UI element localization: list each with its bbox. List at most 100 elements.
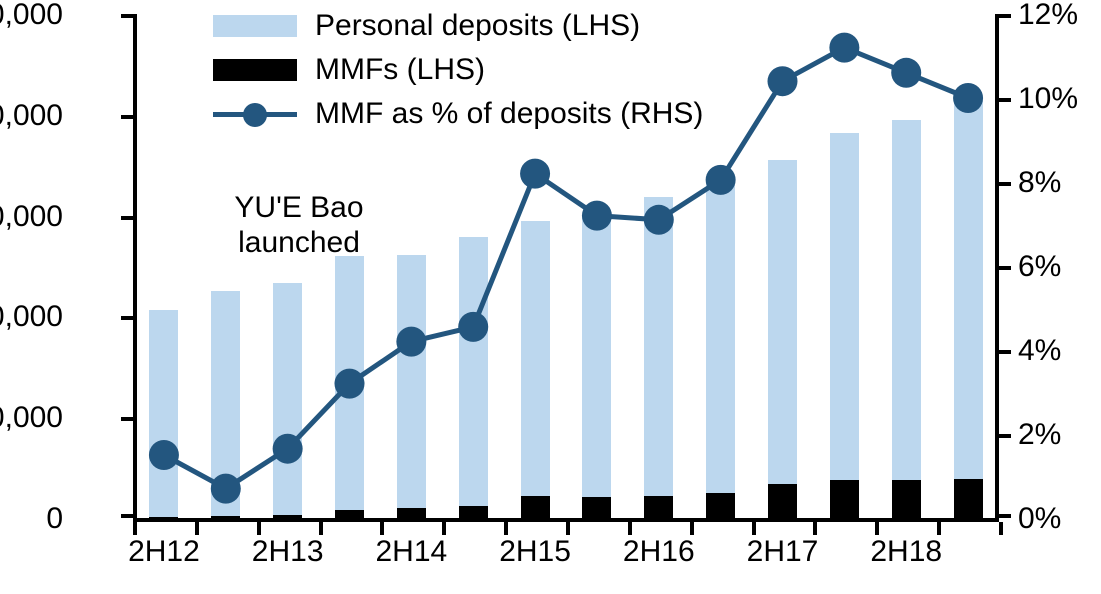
y-axis-left-tick-label: 0: [46, 502, 63, 535]
bar-group: [520, 14, 550, 518]
bar-mmfs: [334, 510, 365, 518]
x-axis-tick: [442, 522, 447, 535]
x-axis-tick-label: 2H18: [870, 535, 943, 568]
x-axis-tick: [813, 522, 818, 535]
bar-group: [829, 14, 859, 518]
bar-group: [706, 14, 736, 518]
bar-personal-deposits: [767, 160, 798, 518]
bar-personal-deposits: [582, 215, 612, 518]
y-axis-right-tick-label: 12%: [1018, 0, 1079, 31]
line-marker-point: [210, 473, 241, 504]
x-axis-tick: [566, 522, 570, 535]
x-axis-tick: [133, 522, 137, 535]
bar-mmfs: [273, 514, 303, 518]
line-marker-point: [458, 311, 489, 342]
y-axis-left-tick-label: 80,000: [0, 99, 63, 132]
y-axis-left-tick: [121, 14, 133, 18]
line-marker-point: [891, 57, 922, 88]
x-axis-tick: [689, 522, 694, 535]
legend-label: Personal deposits (LHS): [315, 9, 641, 42]
y-axis-right-tick: [999, 98, 1011, 102]
bar-mmfs: [644, 496, 674, 518]
line-marker-point: [767, 66, 798, 97]
bar-mmfs: [891, 479, 921, 518]
line-marker-point: [705, 164, 736, 195]
y-axis-right-spine: [995, 14, 999, 518]
x-axis-tick: [318, 522, 323, 535]
bar-personal-deposits: [891, 119, 921, 518]
x-axis-tick: [256, 522, 261, 535]
plot-area: [121, 14, 1011, 535]
y-axis-left-tick-label: 100,000: [0, 0, 63, 31]
x-axis-tick: [380, 522, 385, 535]
x-axis-tick: [751, 522, 756, 535]
bar-personal-deposits: [644, 197, 674, 518]
y-axis-left-tick-label: 40,000: [0, 300, 63, 333]
y-axis-right-tick-label: 0%: [1018, 502, 1062, 535]
bar-personal-deposits: [458, 237, 488, 518]
line-marker-point: [272, 433, 303, 464]
y-axis-right-tick-label: 8%: [1018, 166, 1062, 199]
bar-mmfs: [520, 495, 550, 518]
line-marker-point: [829, 32, 860, 63]
x-axis-tick: [999, 522, 1003, 535]
bar-group: [767, 14, 798, 518]
y-axis-left-tick: [121, 115, 133, 119]
legend-swatch-icon-mmfs: [213, 59, 297, 81]
bar-group: [458, 14, 488, 518]
bar-mmfs: [953, 479, 983, 518]
y-axis-right-tick: [999, 266, 1011, 270]
line-series-mmf-pct: [148, 32, 984, 504]
y-axis-right-tick: [999, 14, 1011, 18]
bar-group: [644, 14, 674, 518]
bar-personal-deposits: [706, 182, 736, 518]
y-axis-left-tick-label: 60,000: [0, 200, 63, 233]
bar-personal-deposits: [520, 220, 550, 518]
bar-group: [891, 14, 921, 518]
bar-group: [953, 14, 983, 518]
x-axis-tick-label: 2H14: [375, 535, 448, 568]
bar-group: [149, 14, 179, 518]
bar-group: [582, 14, 612, 518]
legend-line-marker-icon: [213, 103, 297, 127]
legend-item-mmfs[interactable]: MMFs (LHS): [213, 48, 703, 92]
bar-mmfs: [211, 515, 241, 518]
bar-group: [396, 14, 426, 518]
bar-personal-deposits: [396, 254, 426, 518]
x-axis-tick-label: 2H16: [622, 535, 695, 568]
x-axis-spine: [133, 518, 999, 522]
x-axis-tick-label: 2H12: [128, 535, 200, 568]
line-marker-point: [148, 440, 179, 470]
line-marker-point: [643, 204, 674, 235]
y-axis-left-tick: [121, 417, 133, 421]
y-axis-left-tick-label: 20,000: [0, 401, 63, 434]
bar-mmfs: [396, 507, 426, 518]
bar-group: [273, 14, 303, 518]
legend-item-mmf-pct-of-deposits[interactable]: MMF as % of deposits (RHS): [213, 92, 703, 136]
y-axis-right-tick: [999, 514, 1011, 518]
y-axis-right-tick-label: 6%: [1018, 250, 1062, 283]
bar-mmfs: [706, 492, 736, 518]
x-axis-tick: [194, 522, 199, 535]
chart-legend: Personal deposits (LHS) MMFs (LHS) MMF a…: [213, 4, 703, 136]
x-axis-tick: [627, 522, 632, 535]
legend-item-personal-deposits[interactable]: Personal deposits (LHS): [213, 4, 703, 48]
y-axis-left-tick: [121, 216, 133, 220]
legend-swatch-icon-deposits: [213, 15, 297, 37]
line-marker-point: [334, 368, 365, 399]
line-marker-point: [396, 326, 427, 357]
x-axis-tick: [937, 522, 942, 535]
y-axis-right-tick: [999, 350, 1011, 354]
y-axis-left-spine: [133, 14, 137, 518]
x-axis-tick-label: 2H15: [499, 535, 571, 568]
bar-mmfs: [829, 479, 859, 518]
annotation-yue-bao-launched: YU'E Bao launched: [209, 190, 389, 261]
x-axis-tick-label: 2H13: [251, 535, 324, 568]
line-marker-point: [520, 158, 551, 189]
bar-mmfs: [149, 516, 179, 518]
x-axis-tick: [875, 522, 880, 535]
line-marker-point: [953, 83, 984, 113]
annotation-line-2: launched: [238, 226, 360, 260]
y-axis-right-tick-label: 2%: [1018, 418, 1062, 451]
